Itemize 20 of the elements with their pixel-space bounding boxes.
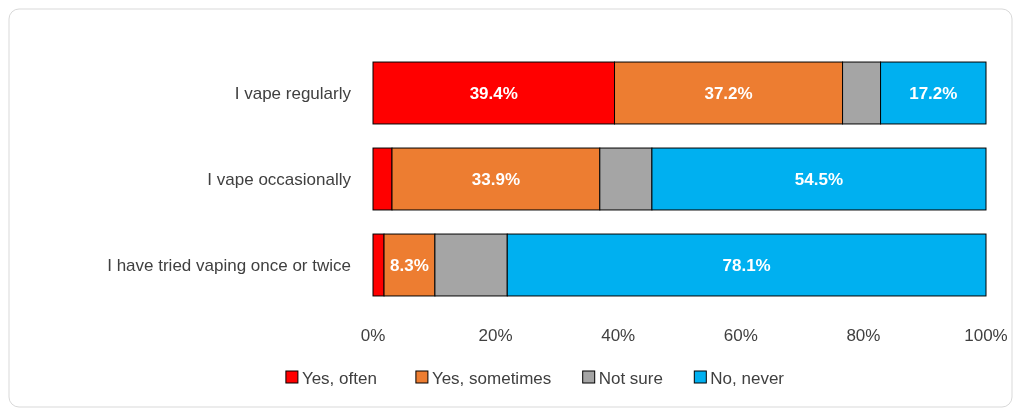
data-label: 8.3% (390, 255, 429, 275)
x-tick-label: 60% (723, 326, 758, 345)
data-label: 17.2% (909, 83, 958, 103)
y-tick-label: I have tried vaping once or twice (107, 255, 351, 275)
data-label: 33.9% (471, 169, 521, 189)
legend-label: Yes, often (301, 368, 377, 388)
x-tick-label: 0% (360, 326, 386, 345)
legend-label: Yes, sometimes (431, 368, 552, 388)
x-tick-label: 40% (601, 326, 636, 345)
legend-label: No, never (710, 368, 785, 388)
y-tick-label: I vape regularly (234, 83, 352, 103)
x-tick-label: 100% (964, 326, 1008, 345)
data-label: 37.2% (704, 83, 753, 103)
data-label: 54.5% (794, 169, 844, 189)
data-label: 39.4% (469, 83, 518, 103)
legend-label: Not sure (598, 368, 663, 388)
x-tick-label: 80% (846, 326, 881, 345)
data-label: 78.1% (722, 255, 771, 275)
x-tick-label: 20% (478, 326, 513, 345)
y-tick-label: I vape occasionally (207, 169, 352, 189)
